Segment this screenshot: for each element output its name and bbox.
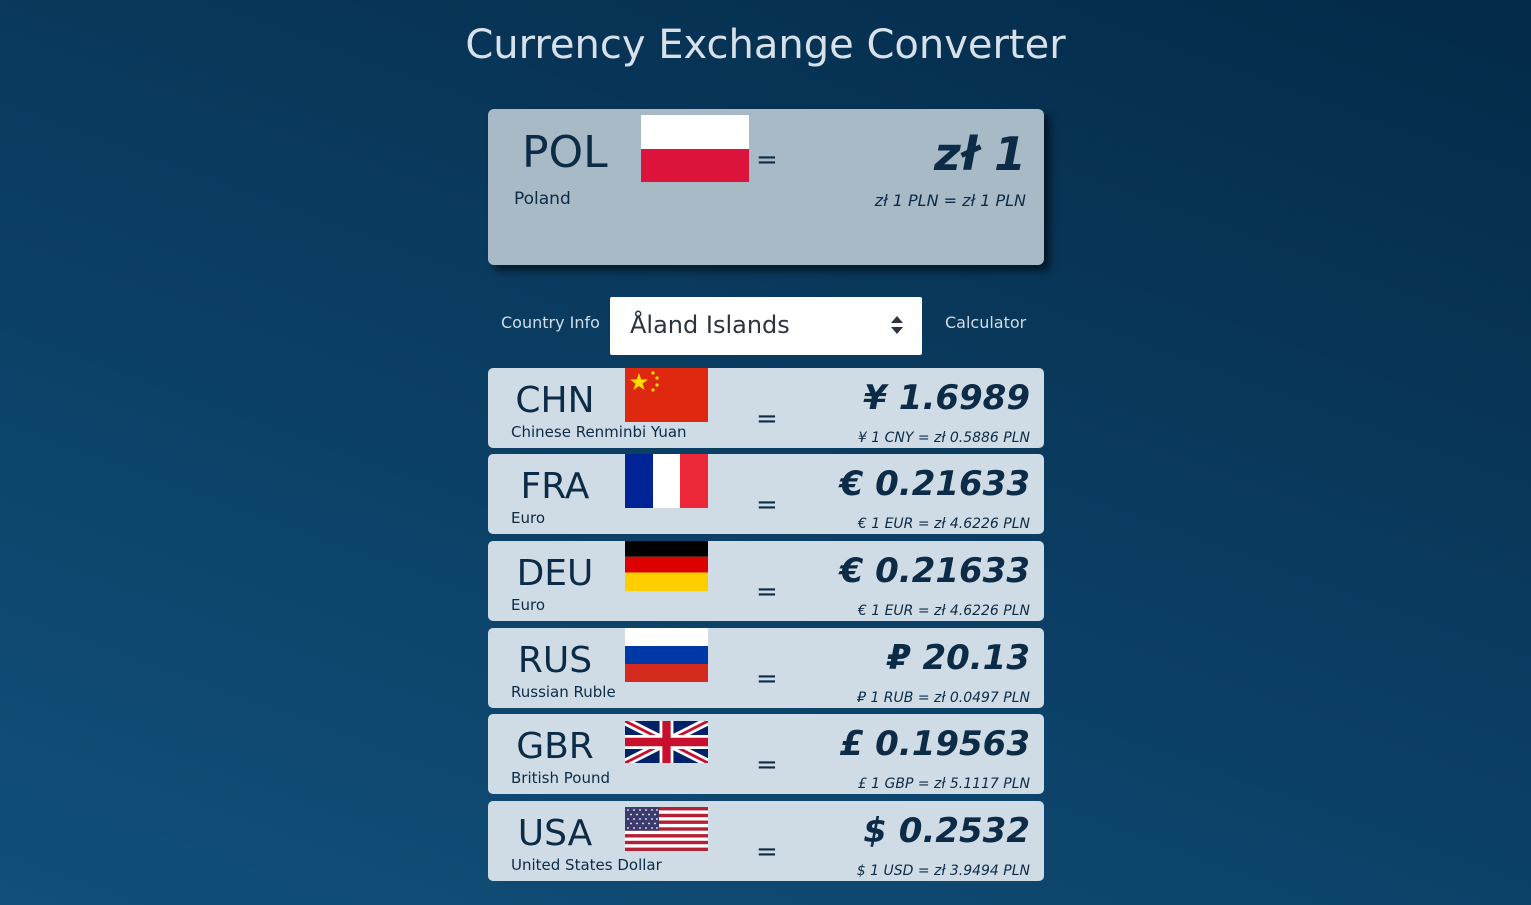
equals-sign: = [756,577,778,607]
exchange-rate: € 1 EUR = zł 4.6226 PLN [857,516,1030,532]
currency-name: Russian Ruble [511,683,616,701]
currency-code: CHN [515,380,595,421]
controls-bar: Country Info Åland Islands Calculator [488,297,1044,355]
exchange-rate: $ 1 USD = zł 3.9494 PLN [856,863,1030,879]
equals-sign: = [756,837,778,867]
equals-sign: = [756,145,778,175]
currency-code: GBR [516,726,594,767]
china-flag-icon [625,368,708,422]
base-amount: zł 1 [933,127,1026,181]
base-currency-code: POL [522,127,608,178]
country-select-value: Åland Islands [630,311,790,339]
exchange-rate: € 1 EUR = zł 4.6226 PLN [857,603,1030,619]
currency-name: United States Dollar [511,856,662,874]
currency-row-rus[interactable]: RUS Russian Ruble = ₽ 20.13 ₽ 1 RUB = zł… [488,628,1044,708]
currency-name: Euro [511,509,545,527]
currency-row-gbr[interactable]: GBR British Pound = £ 0.19563 £ 1 GBP = … [488,714,1044,794]
calculator-link[interactable]: Calculator [945,313,1027,332]
currency-row-fra[interactable]: FRA Euro = € 0.21633 € 1 EUR = zł 4.6226… [488,454,1044,534]
germany-flag-icon [625,541,708,591]
currency-code: FRA [520,466,590,507]
base-rate: zł 1 PLN = zł 1 PLN [874,191,1026,210]
converted-amount: € 0.21633 [839,464,1030,504]
country-select[interactable]: Åland Islands [610,297,922,355]
currency-name: Chinese Renminbi Yuan [511,423,687,441]
currency-row-usa[interactable]: USA United States Dollar = $ 0.2532 $ 1 … [488,801,1044,881]
currency-row-deu[interactable]: DEU Euro = € 0.21633 € 1 EUR = zł 4.6226… [488,541,1044,621]
currency-code: RUS [517,640,593,681]
converted-amount: ₽ 20.13 [886,638,1030,678]
country-info-link[interactable]: Country Info [501,313,600,332]
france-flag-icon [625,454,708,508]
equals-sign: = [756,664,778,694]
currency-code: DEU [516,553,594,594]
select-arrows-icon [891,316,903,334]
currency-name: British Pound [511,769,610,787]
usa-flag-icon [625,807,708,851]
exchange-rate: ₽ 1 RUB = zł 0.0497 PLN [857,690,1030,706]
exchange-rate: £ 1 GBP = zł 5.1117 PLN [857,776,1030,792]
poland-flag-icon [641,115,749,182]
exchange-rate: ¥ 1 CNY = zł 0.5886 PLN [857,430,1030,446]
converted-amount: € 0.21633 [839,551,1030,591]
equals-sign: = [756,490,778,520]
currency-name: Euro [511,596,545,614]
currency-code: USA [517,813,593,854]
base-country-name: Poland [514,189,571,209]
currency-row-chn[interactable]: CHN Chinese Renminbi Yuan = ¥ 1.6989 ¥ 1… [488,368,1044,448]
equals-sign: = [756,404,778,434]
equals-sign: = [756,750,778,780]
page-title: Currency Exchange Converter [465,22,1066,68]
converted-amount: ¥ 1.6989 [863,378,1030,418]
converted-amount: $ 0.2532 [863,811,1030,851]
russia-flag-icon [625,628,708,682]
base-currency-card: POL Poland = zł 1 zł 1 PLN = zł 1 PLN [488,109,1044,265]
converted-amount: £ 0.19563 [839,724,1030,764]
uk-flag-icon [625,721,708,763]
